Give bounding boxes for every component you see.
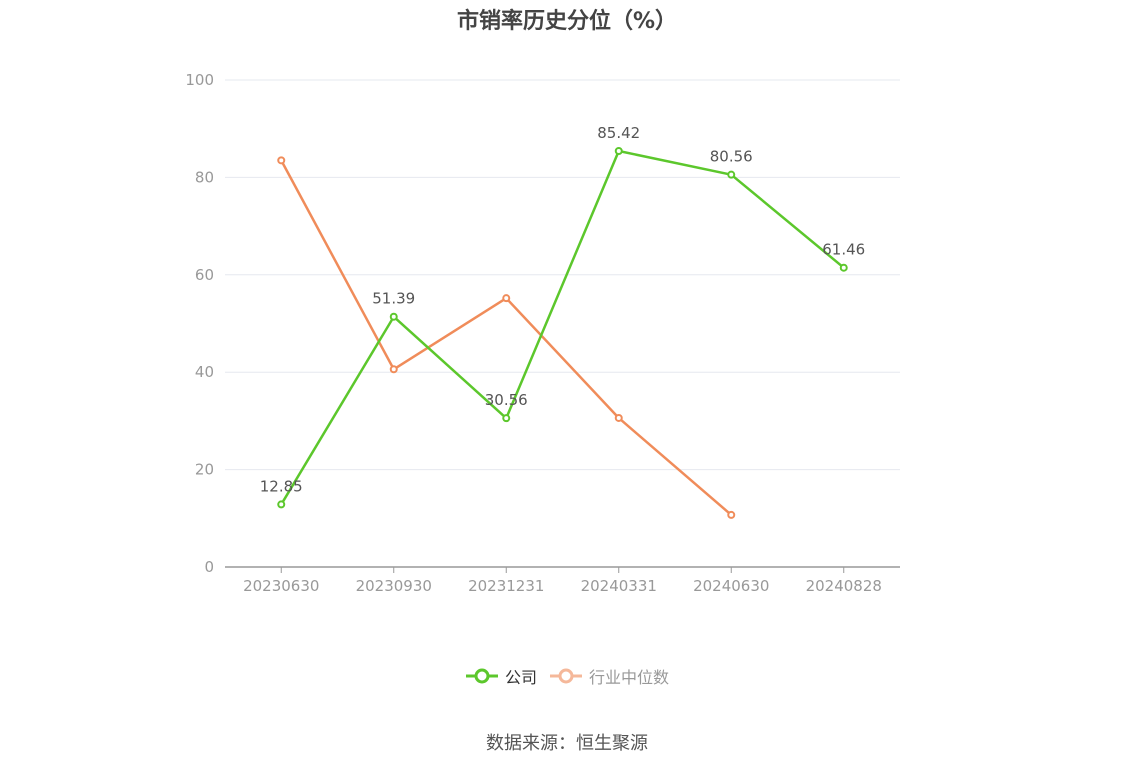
x-tick-label: 20240630 — [693, 577, 769, 595]
legend-item-industry-median[interactable]: 行业中位数 — [549, 664, 669, 688]
x-tick-label: 20230930 — [356, 577, 432, 595]
data-label: 30.56 — [485, 391, 528, 409]
series — [277, 147, 848, 519]
legend: 公司 行业中位数 — [0, 664, 1134, 688]
data-point-company[interactable] — [389, 312, 398, 321]
legend-label-company: 公司 — [504, 668, 537, 687]
data-label: 80.56 — [710, 148, 753, 166]
data-point-company[interactable] — [277, 500, 286, 509]
series-line-company — [280, 149, 845, 506]
data-point-industry-median[interactable] — [389, 365, 398, 374]
y-tick-label: 20 — [195, 461, 214, 479]
axes: 0 20 40 60 80 100 20230630 20230930 20231231 2024… — [185, 71, 900, 595]
x-tick-label: 20240828 — [806, 577, 882, 595]
x-tick-label: 20231231 — [468, 577, 544, 595]
data-point-company[interactable] — [614, 147, 623, 156]
legend-item-company[interactable]: 公司 — [465, 664, 537, 688]
data-point-industry-median[interactable] — [502, 294, 511, 303]
y-tick-label: 0 — [204, 558, 214, 576]
x-tick-label: 20240331 — [581, 577, 657, 595]
y-tick-label: 80 — [195, 168, 214, 186]
data-label: 12.85 — [260, 477, 303, 495]
data-label: 61.46 — [822, 241, 865, 259]
data-point-industry-median[interactable] — [277, 156, 286, 165]
chart-title: 市销率历史分位（%） — [456, 9, 678, 34]
data-point-company[interactable] — [502, 414, 511, 423]
y-tick-label: 40 — [195, 363, 214, 381]
series-line-industry-median — [280, 159, 733, 516]
legend-swatch-company — [465, 668, 498, 684]
y-tick-label: 60 — [195, 266, 214, 284]
legend-label-industry-median: 行业中位数 — [589, 668, 670, 687]
data-label: 51.39 — [372, 290, 415, 308]
data-labels: 12.85 51.39 30.56 85.42 80.56 61.46 — [260, 124, 865, 495]
data-point-industry-median[interactable] — [614, 413, 623, 422]
data-label: 85.42 — [597, 124, 640, 142]
data-point-industry-median[interactable] — [727, 510, 736, 519]
data-point-company[interactable] — [727, 170, 736, 179]
data-point-company[interactable] — [839, 263, 848, 272]
legend-swatch-industry-median — [550, 668, 582, 684]
y-tick-label: 100 — [185, 71, 214, 89]
x-tick-label: 20230630 — [243, 577, 319, 595]
grid-lines — [225, 79, 900, 471]
data-source: 数据来源：恒生聚源 — [486, 733, 648, 754]
